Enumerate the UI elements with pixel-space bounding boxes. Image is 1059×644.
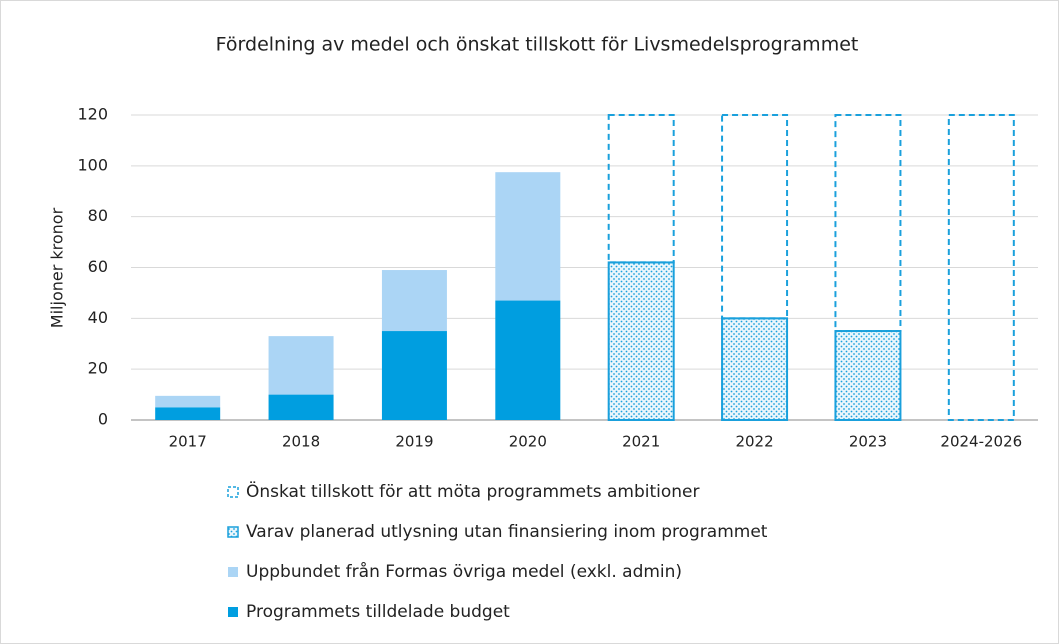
bar-segment — [721, 114, 789, 320]
legend-label: Önskat tillskott för att möta programmet… — [246, 480, 700, 502]
x-tick-label: 2024-2026 — [940, 433, 1022, 451]
y-tick-label: 60 — [88, 257, 108, 276]
legend-swatch — [228, 607, 238, 617]
bar-segment — [721, 317, 789, 422]
y-tick-label: 80 — [88, 206, 108, 225]
x-tick-label: 2019 — [395, 433, 433, 451]
bar-segment — [155, 395, 221, 408]
bar-segment — [268, 336, 334, 395]
bar-segment — [834, 330, 902, 421]
chart-title: Fördelning av medel och önskat tillskott… — [216, 34, 859, 56]
legend-label: Programmets tilldelade budget — [246, 602, 510, 622]
legend-swatch — [227, 486, 239, 498]
y-tick-label: 100 — [77, 155, 108, 174]
bar-segment — [381, 331, 447, 420]
legend-label: Uppbundet från Formas övriga medel (exkl… — [246, 561, 682, 582]
y-tick-label: 120 — [77, 105, 108, 124]
x-tick-label: 2020 — [509, 433, 547, 451]
bar-segment — [381, 270, 447, 332]
y-axis-label: Miljoner kronor — [48, 207, 67, 328]
legend-swatch — [228, 567, 238, 577]
bar-segment — [607, 114, 675, 264]
bar-segment — [607, 261, 675, 421]
x-tick-label: 2018 — [282, 433, 320, 451]
y-tick-label: 0 — [98, 410, 108, 429]
x-tick-label: 2021 — [622, 433, 660, 451]
legend-label: Varav planerad utlysning utan finansieri… — [246, 522, 768, 542]
x-tick-label: 2023 — [849, 433, 887, 451]
x-tick-label: 2017 — [169, 433, 207, 451]
bar-segment — [155, 407, 221, 420]
y-tick-label: 20 — [88, 359, 108, 378]
bar-segment — [834, 114, 902, 333]
bar-segment — [495, 300, 561, 420]
bar-segment — [495, 172, 561, 301]
x-tick-label: 2022 — [735, 433, 773, 451]
bar-segment — [947, 114, 1015, 421]
bar-segment — [268, 394, 334, 420]
y-tick-label: 40 — [88, 308, 108, 327]
legend-swatch — [227, 526, 239, 538]
